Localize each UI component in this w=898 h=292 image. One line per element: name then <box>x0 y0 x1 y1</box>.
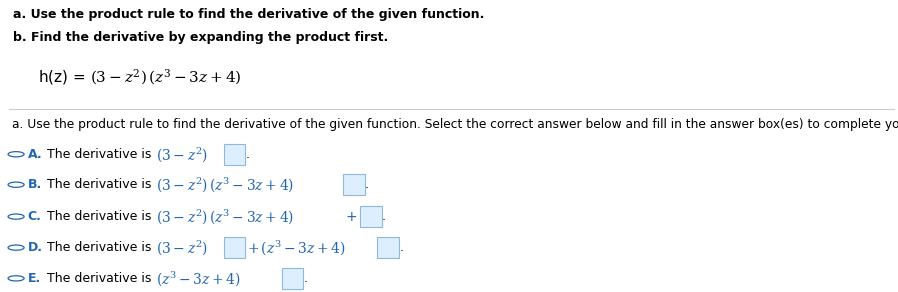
Text: D.: D. <box>28 241 43 254</box>
Text: $(z^3-3z+4)$: $(z^3-3z+4)$ <box>156 269 241 288</box>
FancyBboxPatch shape <box>360 206 382 227</box>
Text: $+\,(z^3-3z+4)$: $+\,(z^3-3z+4)$ <box>247 238 346 257</box>
Text: b. Find the derivative by expanding the product first.: b. Find the derivative by expanding the … <box>13 31 389 44</box>
Text: .: . <box>400 241 403 254</box>
Text: $(3-z^2)$: $(3-z^2)$ <box>156 238 208 257</box>
Text: The derivative is: The derivative is <box>48 148 152 161</box>
Text: .: . <box>365 178 369 191</box>
Text: .: . <box>304 272 307 285</box>
FancyBboxPatch shape <box>282 268 304 289</box>
Text: $(3-z^2)\,(z^3-3z+4)$: $(3-z^2)\,(z^3-3z+4)$ <box>156 175 295 194</box>
Text: $(3-z^2)\,(z^3-3z+4)$: $(3-z^2)\,(z^3-3z+4)$ <box>156 207 295 226</box>
FancyBboxPatch shape <box>343 174 365 195</box>
Text: a. Use the product rule to find the derivative of the given function.: a. Use the product rule to find the deri… <box>13 8 485 21</box>
Text: The derivative is: The derivative is <box>48 241 152 254</box>
FancyBboxPatch shape <box>377 237 399 258</box>
FancyBboxPatch shape <box>224 144 245 165</box>
Text: The derivative is: The derivative is <box>48 272 152 285</box>
Text: The derivative is: The derivative is <box>48 210 152 223</box>
Text: The derivative is: The derivative is <box>48 178 152 191</box>
Text: h(z) = $(3-z^2)\,(z^3-3z+4)$: h(z) = $(3-z^2)\,(z^3-3z+4)$ <box>39 67 242 87</box>
FancyBboxPatch shape <box>224 237 245 258</box>
Text: B.: B. <box>28 178 42 191</box>
Text: a. Use the product rule to find the derivative of the given function. Select the: a. Use the product rule to find the deri… <box>12 118 898 131</box>
Text: .: . <box>245 148 250 161</box>
Text: A.: A. <box>28 148 42 161</box>
Text: E.: E. <box>28 272 41 285</box>
Text: +: + <box>345 210 357 224</box>
Text: .: . <box>382 210 385 223</box>
Text: $(3-z^2)$: $(3-z^2)$ <box>156 145 208 164</box>
Text: C.: C. <box>28 210 41 223</box>
